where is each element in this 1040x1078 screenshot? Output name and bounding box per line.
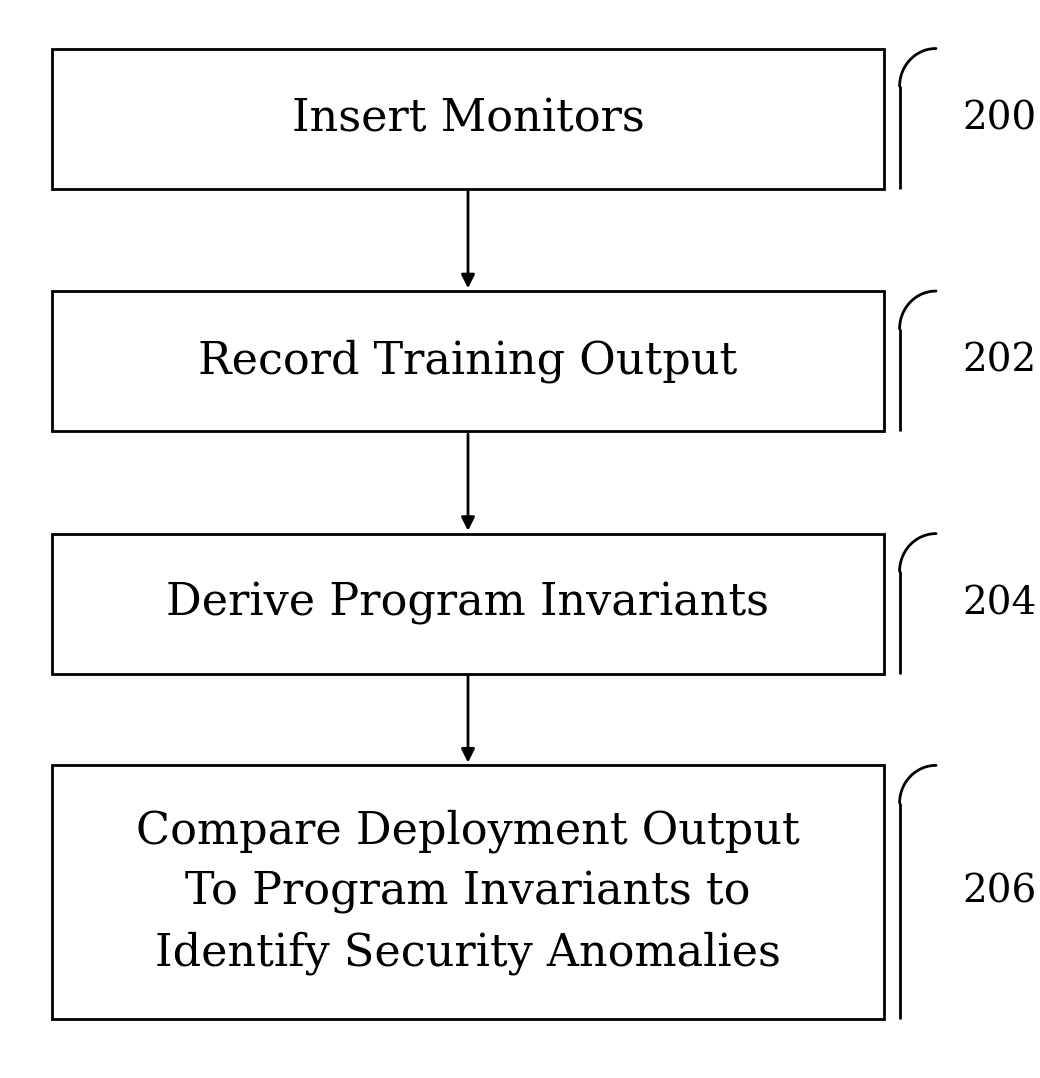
FancyBboxPatch shape: [52, 49, 884, 189]
Text: 200: 200: [962, 100, 1036, 137]
Text: Record Training Output: Record Training Output: [199, 340, 737, 383]
Text: Compare Deployment Output
To Program Invariants to
Identify Security Anomalies: Compare Deployment Output To Program Inv…: [136, 810, 800, 975]
Text: 204: 204: [962, 585, 1037, 622]
FancyBboxPatch shape: [52, 291, 884, 431]
Text: Derive Program Invariants: Derive Program Invariants: [166, 582, 770, 625]
Text: Insert Monitors: Insert Monitors: [291, 97, 645, 140]
Text: 202: 202: [962, 343, 1036, 379]
Text: 206: 206: [962, 873, 1036, 911]
FancyBboxPatch shape: [52, 534, 884, 674]
FancyBboxPatch shape: [52, 765, 884, 1019]
